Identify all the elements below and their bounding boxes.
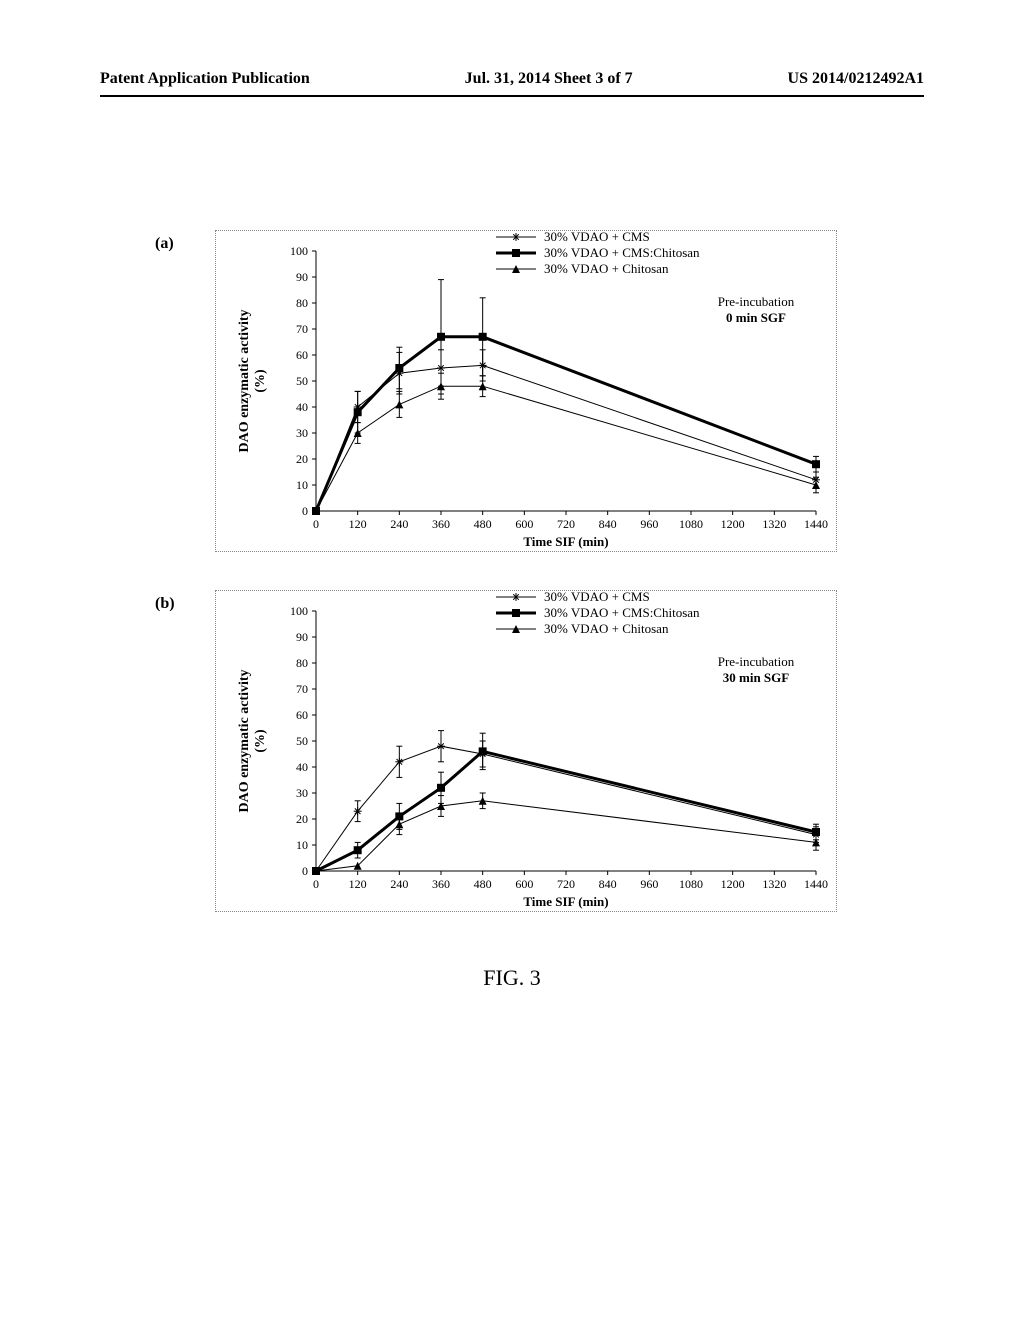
svg-text:50: 50 [296, 374, 308, 388]
svg-text:720: 720 [557, 517, 575, 531]
page: Patent Application Publication Jul. 31, … [0, 0, 1024, 1320]
svg-text:0: 0 [302, 504, 308, 518]
svg-text:40: 40 [296, 400, 308, 414]
svg-text:360: 360 [432, 877, 450, 891]
svg-text:840: 840 [599, 517, 617, 531]
svg-text:100: 100 [290, 604, 308, 618]
svg-text:240: 240 [390, 877, 408, 891]
svg-text:30% VDAO + Chitosan: 30% VDAO + Chitosan [544, 261, 669, 276]
page-header: Patent Application Publication Jul. 31, … [100, 70, 924, 88]
panel-label-a: (a) [155, 235, 174, 253]
svg-text:70: 70 [296, 322, 308, 336]
svg-text:DAO enzymatic activity: DAO enzymatic activity [237, 309, 252, 452]
svg-text:0: 0 [313, 877, 319, 891]
svg-text:120: 120 [349, 877, 367, 891]
chart-a: 0 10 20 30 40 50 60 70 80 90 100 0 120 240 360 480 600 72… [215, 230, 837, 552]
svg-text:0: 0 [302, 864, 308, 878]
svg-text:1440: 1440 [804, 877, 828, 891]
svg-text:360: 360 [432, 517, 450, 531]
svg-text:80: 80 [296, 296, 308, 310]
svg-text:10: 10 [296, 478, 308, 492]
svg-text:(%): (%) [253, 729, 268, 753]
svg-text:50: 50 [296, 734, 308, 748]
svg-text:1320: 1320 [762, 877, 786, 891]
svg-text:840: 840 [599, 877, 617, 891]
svg-text:120: 120 [349, 517, 367, 531]
svg-text:0: 0 [313, 517, 319, 531]
svg-text:600: 600 [515, 517, 533, 531]
header-left: Patent Application Publication [100, 70, 310, 88]
svg-text:480: 480 [474, 877, 492, 891]
svg-text:90: 90 [296, 270, 308, 284]
header-rule [100, 95, 924, 97]
svg-text:30: 30 [296, 426, 308, 440]
svg-text:30% VDAO + Chitosan: 30% VDAO + Chitosan [544, 621, 669, 636]
svg-text:30 min SGF: 30 min SGF [723, 670, 790, 685]
svg-text:0 min SGF: 0 min SGF [726, 310, 786, 325]
chart-b-svg: 0 10 20 30 40 50 60 70 80 90 100 0 120 240 360 480 600 72… [216, 591, 836, 911]
svg-text:30% VDAO + CMS: 30% VDAO + CMS [544, 589, 650, 604]
figure-caption: FIG. 3 [0, 965, 1024, 991]
svg-text:30% VDAO + CMS: 30% VDAO + CMS [544, 229, 650, 244]
svg-text:1320: 1320 [762, 517, 786, 531]
svg-text:20: 20 [296, 812, 308, 826]
svg-text:30% VDAO + CMS:Chitosan: 30% VDAO + CMS:Chitosan [544, 245, 700, 260]
header-right: US 2014/0212492A1 [788, 70, 924, 88]
svg-text:Time SIF (min): Time SIF (min) [523, 534, 608, 549]
svg-text:Time SIF (min): Time SIF (min) [523, 894, 608, 909]
chart-b: 0 10 20 30 40 50 60 70 80 90 100 0 120 240 360 480 600 72… [215, 590, 837, 912]
svg-text:Pre-incubation: Pre-incubation [718, 654, 795, 669]
svg-text:70: 70 [296, 682, 308, 696]
svg-text:30% VDAO + CMS:Chitosan: 30% VDAO + CMS:Chitosan [544, 605, 700, 620]
svg-text:1440: 1440 [804, 517, 828, 531]
panel-label-b: (b) [155, 595, 175, 613]
svg-text:720: 720 [557, 877, 575, 891]
svg-text:10: 10 [296, 838, 308, 852]
svg-text:(%): (%) [253, 369, 268, 393]
svg-text:100: 100 [290, 244, 308, 258]
svg-text:80: 80 [296, 656, 308, 670]
svg-text:40: 40 [296, 760, 308, 774]
svg-text:60: 60 [296, 348, 308, 362]
svg-text:1080: 1080 [679, 877, 703, 891]
svg-text:1200: 1200 [721, 517, 745, 531]
svg-text:600: 600 [515, 877, 533, 891]
svg-text:960: 960 [640, 877, 658, 891]
svg-text:240: 240 [390, 517, 408, 531]
svg-text:1080: 1080 [679, 517, 703, 531]
chart-a-svg: 0 10 20 30 40 50 60 70 80 90 100 0 120 240 360 480 600 72… [216, 231, 836, 551]
svg-text:30: 30 [296, 786, 308, 800]
svg-text:Pre-incubation: Pre-incubation [718, 294, 795, 309]
svg-text:1200: 1200 [721, 877, 745, 891]
svg-text:960: 960 [640, 517, 658, 531]
svg-text:20: 20 [296, 452, 308, 466]
svg-text:90: 90 [296, 630, 308, 644]
svg-text:480: 480 [474, 517, 492, 531]
svg-text:DAO enzymatic activity: DAO enzymatic activity [237, 669, 252, 812]
header-center: Jul. 31, 2014 Sheet 3 of 7 [465, 70, 633, 88]
svg-text:60: 60 [296, 708, 308, 722]
